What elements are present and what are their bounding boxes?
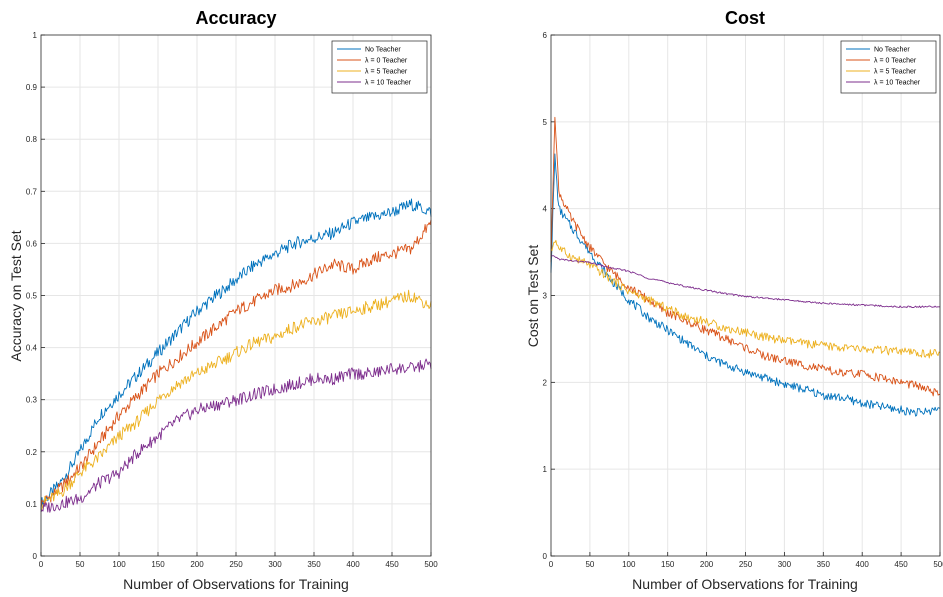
legend-entry: No Teacher	[874, 47, 910, 54]
y-tick-label: 4	[543, 205, 548, 214]
x-tick-label: 100	[622, 560, 636, 569]
legend-entry: λ = 5 Teacher	[365, 69, 408, 76]
x-tick-label: 0	[549, 560, 554, 569]
series-line	[550, 116, 941, 397]
x-tick-label: 50	[585, 560, 594, 569]
y-tick-label: 1	[543, 465, 548, 474]
x-tick-label: 300	[778, 560, 792, 569]
legend-entry: λ = 10 Teacher	[365, 80, 412, 87]
x-tick-label: 50	[76, 560, 85, 569]
accuracy-chart: Accuracy Number of Observations for Trai…	[8, 8, 438, 592]
x-axis-label: Number of Observations for Training	[632, 576, 858, 592]
y-tick-label: 0.9	[26, 83, 38, 92]
chart-title: Cost	[725, 8, 765, 28]
y-axis-label: Accuracy on Test Set	[8, 230, 24, 361]
x-tick-label: 500	[933, 560, 943, 569]
x-tick-label: 0	[39, 560, 44, 569]
x-tick-label: 200	[700, 560, 714, 569]
legend: No Teacher λ = 0 Teacher λ = 5 Teacher λ = …	[331, 40, 428, 94]
x-tick-label: 250	[229, 560, 243, 569]
plot-area-frame	[550, 34, 941, 557]
y-tick-label: 3	[543, 292, 548, 301]
cost-chart: Cost Number of Observations for Training…	[525, 8, 943, 592]
plot-area-frame	[40, 34, 432, 557]
y-tick-label: 0	[33, 552, 38, 561]
y-tick-label: 0.6	[26, 239, 38, 248]
y-tick-label: 0	[543, 552, 548, 561]
y-tick-label: 1	[33, 31, 38, 40]
chart-title: Accuracy	[195, 8, 276, 28]
x-tick-label: 150	[151, 560, 165, 569]
x-tick-label: 250	[739, 560, 753, 569]
y-tick-label: 0.3	[26, 396, 38, 405]
y-tick-label: 5	[543, 118, 548, 127]
x-tick-label: 100	[112, 560, 126, 569]
y-tick-label: 0.4	[26, 344, 38, 353]
x-tick-label: 350	[307, 560, 321, 569]
y-axis-label: Cost on Test Set	[525, 245, 541, 348]
y-tick-label: 0.2	[26, 448, 38, 457]
x-tick-label: 450	[385, 560, 399, 569]
series-line	[40, 358, 432, 513]
x-tick-label: 450	[894, 560, 908, 569]
series-line	[550, 239, 941, 359]
y-tick-label: 6	[543, 31, 548, 40]
series-line	[40, 289, 432, 511]
x-tick-label: 200	[190, 560, 204, 569]
x-tick-label: 500	[424, 560, 438, 569]
y-tick-label: 2	[543, 378, 548, 387]
legend-entry: λ = 0 Teacher	[365, 58, 408, 65]
x-tick-label: 400	[856, 560, 870, 569]
x-tick-label: 350	[817, 560, 831, 569]
series-line	[40, 198, 432, 511]
x-tick-label: 400	[346, 560, 360, 569]
series-line	[551, 255, 941, 309]
y-tick-label: 0.8	[26, 135, 38, 144]
x-axis-label: Number of Observations for Training	[123, 576, 349, 592]
legend-entry: No Teacher	[365, 47, 401, 54]
legend-entry: λ = 10 Teacher	[874, 80, 921, 87]
x-tick-label: 300	[268, 560, 282, 569]
y-tick-label: 0.5	[26, 292, 38, 301]
series-line	[40, 219, 432, 508]
y-tick-label: 0.7	[26, 187, 38, 196]
legend-entry: λ = 5 Teacher	[874, 69, 917, 76]
legend: No Teacher λ = 0 Teacher λ = 5 Teacher λ = …	[840, 40, 937, 94]
x-tick-label: 150	[661, 560, 675, 569]
y-tick-label: 0.1	[26, 500, 38, 509]
legend-entry: λ = 0 Teacher	[874, 58, 917, 65]
